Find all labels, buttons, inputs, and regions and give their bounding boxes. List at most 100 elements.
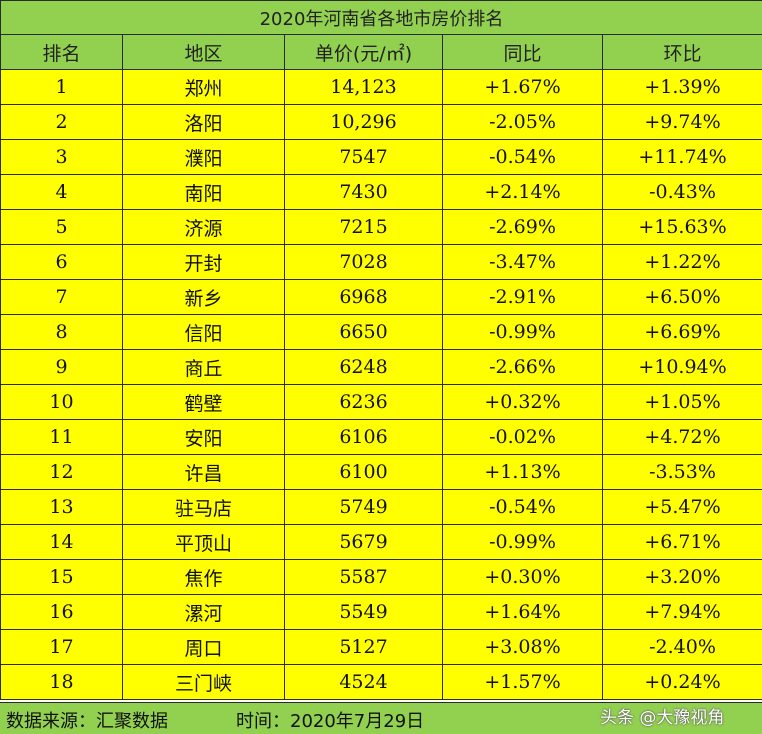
data-source: 数据来源：汇聚数据 [6, 711, 168, 732]
cell-rank: 2 [0, 104, 123, 140]
table-row: 17 周口 5127 +3.08% -2.40% [0, 629, 762, 665]
cell-price: 4524 [284, 664, 443, 700]
table-row: 12 许昌 6100 +1.13% -3.53% [0, 454, 762, 490]
watermark: 头条 @大豫视角 [600, 708, 725, 728]
cell-price: 5127 [284, 629, 443, 665]
cell-yoy: +1.57% [442, 664, 603, 700]
cell-rank: 12 [0, 454, 123, 490]
cell-rank: 6 [0, 244, 123, 280]
cell-city: 三门峡 [122, 664, 285, 700]
table-row: 7 新乡 6968 -2.91% +6.50% [0, 279, 762, 315]
cell-rank: 11 [0, 419, 123, 455]
cell-rank: 9 [0, 349, 123, 385]
cell-mom: -2.40% [601, 629, 762, 665]
header-city: 地区 [122, 34, 285, 70]
cell-rank: 3 [0, 139, 123, 175]
cell-yoy: -0.99% [442, 524, 603, 560]
cell-yoy: -0.02% [442, 419, 603, 455]
table-row: 9 商丘 6248 -2.66% +10.94% [0, 349, 762, 385]
header-row: 排名 地区 单价(元/㎡) 同比 环比 [0, 34, 762, 70]
cell-rank: 18 [0, 664, 123, 700]
cell-mom: +1.39% [601, 69, 762, 105]
table-row: 16 漯河 5549 +1.64% +7.94% [0, 594, 762, 630]
table-row: 18 三门峡 4524 +1.57% +0.24% [0, 664, 762, 700]
cell-price: 7028 [284, 244, 443, 280]
header-mom: 环比 [601, 34, 762, 70]
cell-city: 济源 [122, 209, 285, 245]
cell-yoy: +1.64% [442, 594, 603, 630]
cell-rank: 5 [0, 209, 123, 245]
cell-mom: +6.69% [601, 314, 762, 350]
cell-city: 驻马店 [122, 489, 285, 525]
table-row: 2 洛阳 10,296 -2.05% +9.74% [0, 104, 762, 140]
cell-city: 开封 [122, 244, 285, 280]
cell-city: 郑州 [122, 69, 285, 105]
cell-price: 6100 [284, 454, 443, 490]
cell-rank: 10 [0, 384, 123, 420]
cell-price: 7547 [284, 139, 443, 175]
cell-rank: 17 [0, 629, 123, 665]
cell-price: 5587 [284, 559, 443, 595]
cell-city: 南阳 [122, 174, 285, 210]
cell-yoy: +1.13% [442, 454, 603, 490]
cell-city: 周口 [122, 629, 285, 665]
cell-yoy: -2.69% [442, 209, 603, 245]
cell-rank: 15 [0, 559, 123, 595]
cell-yoy: -3.47% [442, 244, 603, 280]
cell-mom: +9.74% [601, 104, 762, 140]
cell-mom: +3.20% [601, 559, 762, 595]
cell-mom: -0.43% [601, 174, 762, 210]
cell-city: 平顶山 [122, 524, 285, 560]
cell-rank: 13 [0, 489, 123, 525]
cell-price: 5749 [284, 489, 443, 525]
cell-mom: +4.72% [601, 419, 762, 455]
cell-mom: +6.71% [601, 524, 762, 560]
cell-city: 信阳 [122, 314, 285, 350]
table-row: 11 安阳 6106 -0.02% +4.72% [0, 419, 762, 455]
cell-price: 6650 [284, 314, 443, 350]
cell-price: 6248 [284, 349, 443, 385]
cell-price: 5549 [284, 594, 443, 630]
cell-yoy: +1.67% [442, 69, 603, 105]
cell-city: 漯河 [122, 594, 285, 630]
table-row: 6 开封 7028 -3.47% +1.22% [0, 244, 762, 280]
header-rank: 排名 [0, 34, 123, 70]
cell-price: 7430 [284, 174, 443, 210]
cell-yoy: -2.05% [442, 104, 603, 140]
cell-city: 鹤壁 [122, 384, 285, 420]
cell-city: 焦作 [122, 559, 285, 595]
cell-city: 商丘 [122, 349, 285, 385]
table-row: 10 鹤壁 6236 +0.32% +1.05% [0, 384, 762, 420]
cell-yoy: -0.54% [442, 489, 603, 525]
cell-rank: 8 [0, 314, 123, 350]
price-ranking-table: 2020年河南省各地市房价排名 排名 地区 单价(元/㎡) 同比 环比 1 郑州 1… [0, 0, 762, 700]
cell-mom: -3.53% [601, 454, 762, 490]
cell-yoy: -0.99% [442, 314, 603, 350]
cell-yoy: +3.08% [442, 629, 603, 665]
cell-mom: +0.24% [601, 664, 762, 700]
table-row: 8 信阳 6650 -0.99% +6.69% [0, 314, 762, 350]
cell-mom: +7.94% [601, 594, 762, 630]
cell-yoy: -2.66% [442, 349, 603, 385]
cell-yoy: -2.91% [442, 279, 603, 315]
cell-mom: +1.22% [601, 244, 762, 280]
footer-bar: 数据来源：汇聚数据 时间：2020年7月29日 头条 @大豫视角 [0, 702, 762, 734]
cell-city: 洛阳 [122, 104, 285, 140]
cell-mom: +5.47% [601, 489, 762, 525]
data-time: 时间：2020年7月29日 [236, 711, 425, 732]
cell-price: 6968 [284, 279, 443, 315]
cell-yoy: +2.14% [442, 174, 603, 210]
cell-rank: 1 [0, 69, 123, 105]
cell-city: 安阳 [122, 419, 285, 455]
table-row: 1 郑州 14,123 +1.67% +1.39% [0, 69, 762, 105]
cell-mom: +11.74% [601, 139, 762, 175]
title-row: 2020年河南省各地市房价排名 [0, 0, 762, 35]
cell-mom: +15.63% [601, 209, 762, 245]
table-row: 4 南阳 7430 +2.14% -0.43% [0, 174, 762, 210]
cell-mom: +10.94% [601, 349, 762, 385]
cell-rank: 7 [0, 279, 123, 315]
cell-price: 5679 [284, 524, 443, 560]
cell-mom: +6.50% [601, 279, 762, 315]
header-yoy: 同比 [442, 34, 603, 70]
